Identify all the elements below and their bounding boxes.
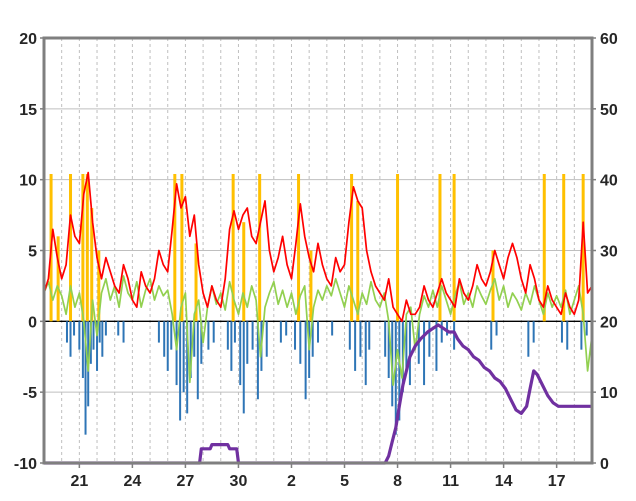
left-tick-label: 20 <box>19 31 37 48</box>
left-axis-ticks: 20 15 10 5 0 -5 -10 <box>14 31 43 473</box>
right-tick-label: 10 <box>600 385 618 402</box>
x-tick-label: 27 <box>177 473 195 490</box>
x-tick-label: 14 <box>495 473 513 490</box>
series-orange-bars <box>49 174 585 322</box>
right-tick-label: 0 <box>600 456 609 473</box>
x-tick-label: 5 <box>340 473 349 490</box>
x-tick-label: 11 <box>442 473 459 490</box>
right-tick-label: 60 <box>600 31 618 48</box>
x-axis-ticks: 21 24 27 30 2 5 8 11 14 17 <box>70 464 566 490</box>
right-axis-ticks: 60 50 40 30 20 10 0 <box>593 31 618 473</box>
right-tick-label: 40 <box>600 173 618 190</box>
horizontal-gridlines <box>44 108 592 393</box>
x-tick-label: 30 <box>230 473 248 490</box>
x-tick-label: 21 <box>70 473 88 490</box>
left-tick-label: -5 <box>23 385 37 402</box>
left-tick-label: 10 <box>19 173 37 190</box>
left-tick-label: 5 <box>28 244 37 261</box>
x-tick-label: 8 <box>393 473 402 490</box>
x-tick-label: 24 <box>123 473 141 490</box>
series-red-line <box>43 171 593 323</box>
x-tick-label: 2 <box>287 473 296 490</box>
left-tick-label: -10 <box>14 456 37 473</box>
right-tick-label: 30 <box>600 244 618 261</box>
series-green-line <box>43 275 593 386</box>
x-tick-label: 17 <box>548 473 566 490</box>
left-tick-label: 0 <box>28 314 37 331</box>
plot-frame <box>42 36 594 465</box>
left-tick-label: 15 <box>19 102 37 119</box>
right-tick-label: 20 <box>600 314 618 331</box>
right-tick-label: 50 <box>600 102 618 119</box>
series-snow-depth-line <box>44 323 592 465</box>
